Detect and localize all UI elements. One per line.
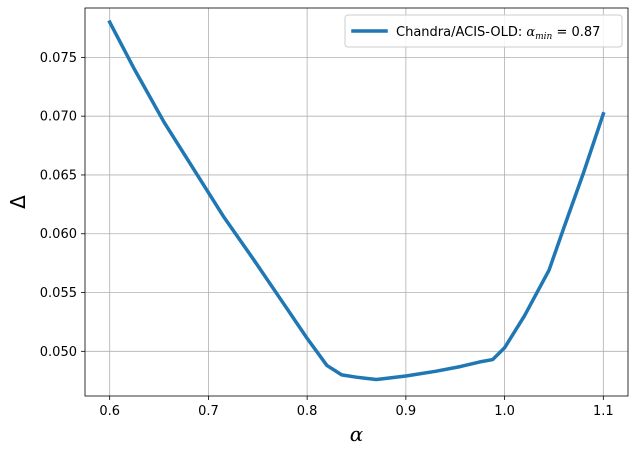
- y-tick-label: 0.070: [40, 110, 77, 125]
- legend: Chandra/ACIS-OLD: αmin = 0.87: [344, 14, 623, 48]
- legend-label-suffix: = 0.87: [552, 25, 600, 40]
- axes-background: [85, 8, 628, 396]
- x-tick-label: 1.0: [494, 404, 515, 419]
- x-tick-label: 0.7: [198, 404, 219, 419]
- y-tick-label: 0.075: [40, 51, 77, 66]
- legend-label-prefix: Chandra/ACIS-OLD:: [396, 25, 526, 40]
- series-layer: [107, 19, 606, 382]
- x-tick-label: 0.8: [297, 404, 318, 419]
- y-tick-label: 0.055: [40, 286, 77, 301]
- y-tick-label: 0.060: [40, 227, 77, 242]
- x-tick-label: 0.6: [99, 404, 120, 419]
- plot-area: 0.6 0.7 0.8 0.9 1.0 1.1 0.0500.0550.0600.0650…: [40, 7, 629, 419]
- x-tick-label: 1.1: [593, 404, 614, 419]
- axes-frame: [84, 7, 629, 397]
- legend-label-subscript: min: [535, 32, 552, 42]
- y-tick-label: 0.065: [40, 168, 77, 183]
- series-line-0: [107, 19, 606, 382]
- x-axis-ticks: 0.6 0.7 0.8 0.9 1.0 1.1: [99, 396, 614, 419]
- grid: [85, 8, 628, 396]
- y-axis-ticks: 0.050 0.055 0.060 0.065 0.070 0.075: [40, 51, 85, 360]
- x-axis-label: α: [350, 422, 364, 446]
- y-axis-label: Δ: [6, 195, 30, 209]
- legend-label-alpha: α: [526, 25, 535, 40]
- legend-label-series-0: Chandra/ACIS-OLD: αmin = 0.87: [396, 25, 600, 42]
- legend-box: [344, 14, 623, 48]
- y-tick-label: 0.050: [40, 345, 77, 360]
- x-tick-label: 0.9: [396, 404, 417, 419]
